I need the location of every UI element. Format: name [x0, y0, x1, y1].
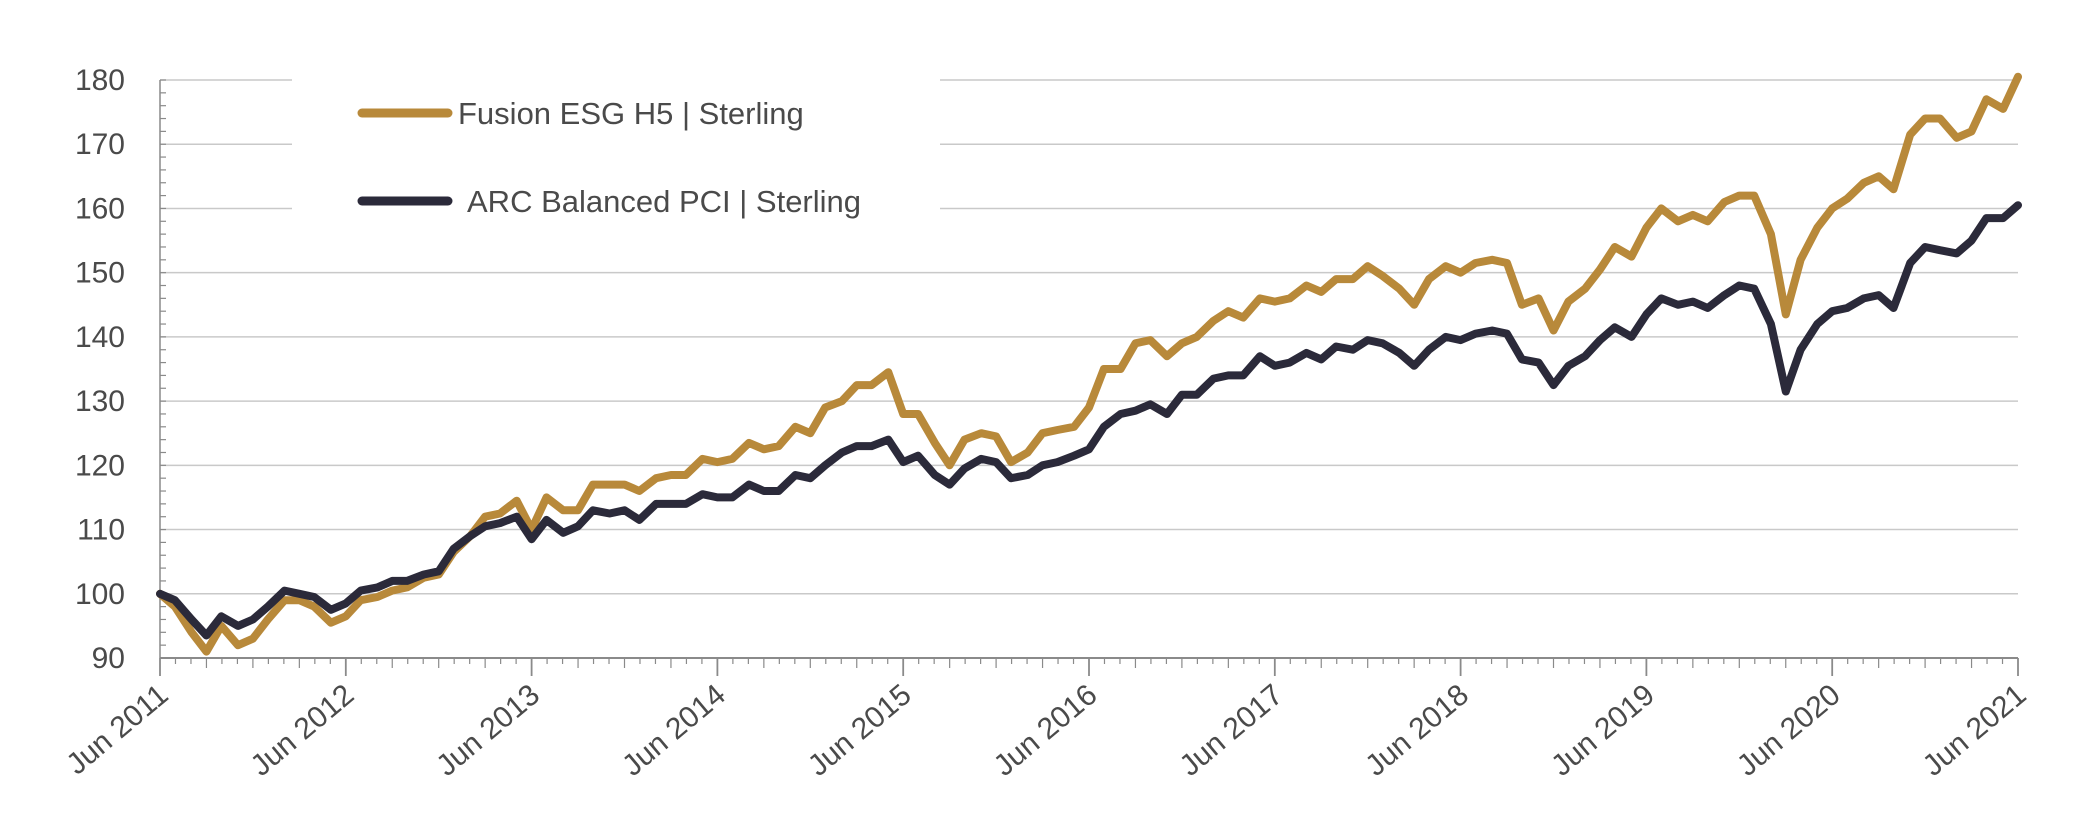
series-lines — [156, 72, 2022, 656]
y-tick-label: 140 — [75, 321, 125, 354]
x-tick-label: Jun 2018 — [1359, 678, 1475, 783]
x-tick-label: Jun 2014 — [616, 678, 732, 783]
y-tick-label: 90 — [92, 642, 125, 675]
x-tick-label: Jun 2021 — [1917, 678, 2033, 783]
legend: Fusion ESG H5 | Sterling ARC Balanced PCI… — [292, 72, 940, 232]
y-tick-label: 150 — [75, 257, 125, 290]
y-tick-label: 170 — [75, 128, 125, 161]
y-tick-label: 130 — [75, 385, 125, 418]
legend-label: ARC Balanced PCI | Sterling — [467, 184, 861, 219]
x-tick-label: Jun 2016 — [988, 678, 1104, 783]
x-tick-label: Jun 2015 — [802, 678, 918, 783]
x-tick-label: Jun 2013 — [430, 678, 546, 783]
legend-label: Fusion ESG H5 | Sterling — [458, 96, 804, 131]
x-tick-label: Jun 2011 — [60, 678, 174, 781]
x-tick-label: Jun 2017 — [1174, 678, 1290, 783]
y-tick-label: 120 — [75, 449, 125, 482]
y-tick-label: 180 — [75, 64, 125, 97]
series-line-arc-balanced-pci — [156, 201, 2022, 640]
y-tick-label: 110 — [77, 514, 125, 547]
x-tick-label: Jun 2012 — [245, 678, 361, 783]
x-tick-label: Jun 2020 — [1731, 678, 1847, 783]
x-tick-label: Jun 2019 — [1545, 678, 1661, 783]
y-tick-label: 100 — [75, 578, 125, 611]
y-tick-label: 160 — [75, 192, 125, 225]
